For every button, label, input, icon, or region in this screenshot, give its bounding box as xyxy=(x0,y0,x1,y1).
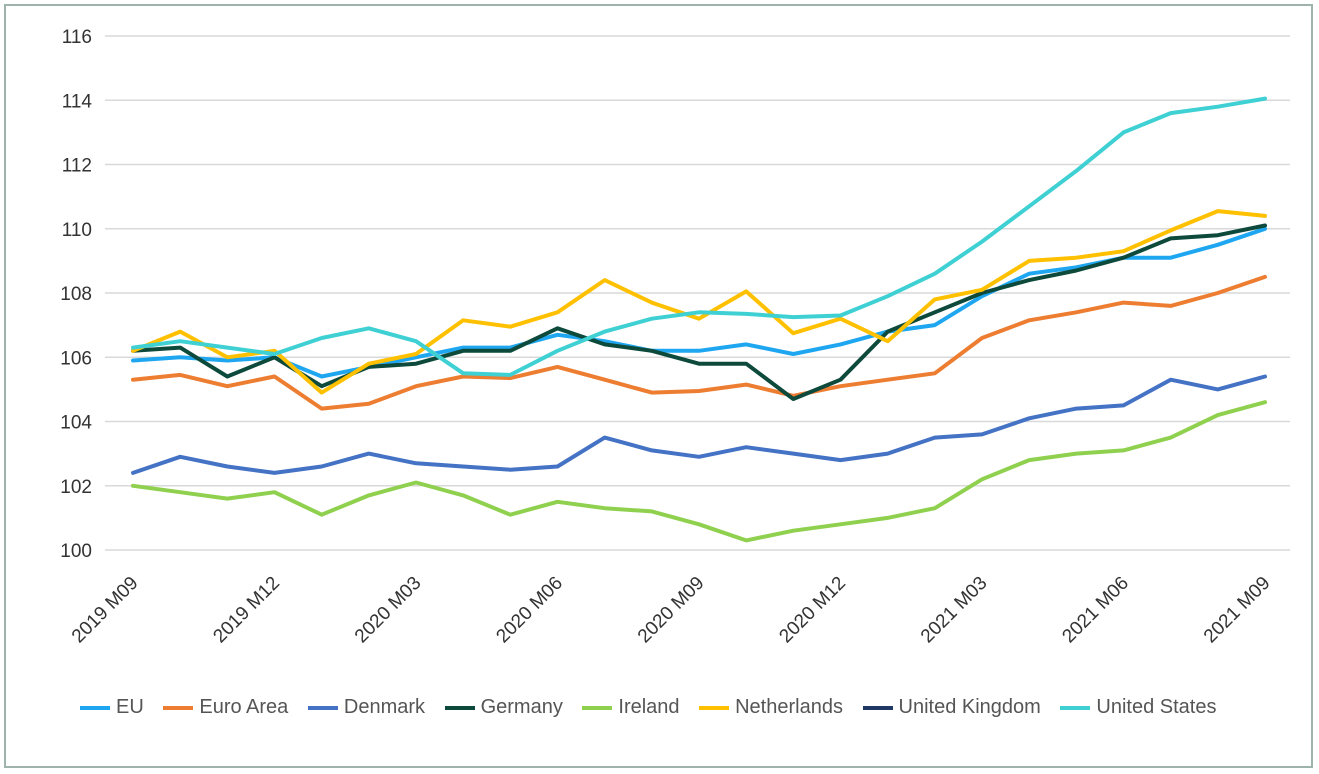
legend-swatch xyxy=(307,705,338,710)
legend-swatch xyxy=(80,705,110,710)
y-tick-label: 100 xyxy=(60,541,92,562)
y-tick-label: 104 xyxy=(60,413,92,434)
legend-item: United Kingdom xyxy=(862,696,1041,718)
y-tick-label: 106 xyxy=(60,348,92,369)
y-tick-label: 116 xyxy=(62,27,92,48)
legend-label: EU xyxy=(116,696,144,718)
frame xyxy=(4,4,1313,768)
series-line xyxy=(131,209,1267,395)
y-tick-label: 108 xyxy=(60,284,92,305)
legend-swatch xyxy=(862,705,893,710)
legend: EU Euro Area Denmark Germany Ireland Net… xyxy=(68,692,1258,722)
x-tick-label: 2021 M06 xyxy=(1058,573,1133,648)
y-tick-label: 102 xyxy=(60,477,92,498)
x-tick-label: 2020 M03 xyxy=(351,573,426,648)
y-tick-label: 112 xyxy=(62,156,92,177)
legend-item: Euro Area xyxy=(163,696,288,718)
legend-item: United States xyxy=(1060,696,1216,718)
y-tick-label: 110 xyxy=(62,220,92,241)
legend-label: United Kingdom xyxy=(898,696,1041,718)
series-line xyxy=(131,374,1267,475)
legend-item: EU xyxy=(80,696,144,718)
legend-swatch xyxy=(582,705,613,710)
series-line xyxy=(131,274,1267,411)
chart: 100 102 104 106 108 110 112 114 116 2019 M09 2019 … xyxy=(60,27,1290,648)
legend-swatch xyxy=(444,705,475,710)
x-tick-label: 2019 M09 xyxy=(68,573,143,648)
legend-label: Euro Area xyxy=(199,696,289,718)
legend-label: Denmark xyxy=(343,696,426,718)
legend-label: Germany xyxy=(480,696,563,718)
x-tick-label: 2019 M12 xyxy=(209,573,284,648)
legend-item: Netherlands xyxy=(699,696,843,718)
legend-label: Ireland xyxy=(618,696,680,718)
series-line xyxy=(131,226,1267,379)
x-tick-label: 2020 M12 xyxy=(775,573,850,648)
x-tick-label: 2020 M09 xyxy=(634,573,709,648)
legend-item: Ireland xyxy=(582,696,680,718)
x-tick-label: 2020 M06 xyxy=(492,573,567,648)
legend-item: Denmark xyxy=(307,696,426,718)
series-line xyxy=(131,400,1267,543)
series-line xyxy=(131,96,1267,377)
legend-label: Netherlands xyxy=(735,696,843,718)
y-tick-label: 114 xyxy=(62,91,93,112)
legend-label: United States xyxy=(1096,696,1217,718)
legend-swatch xyxy=(1060,705,1091,710)
legend-item: Germany xyxy=(444,696,563,718)
legend-swatch xyxy=(699,705,730,710)
series-line xyxy=(131,223,1267,401)
legend-swatch xyxy=(163,705,194,710)
x-tick-label: 2021 M09 xyxy=(1200,573,1275,648)
x-tick-label: 2021 M03 xyxy=(917,573,992,648)
